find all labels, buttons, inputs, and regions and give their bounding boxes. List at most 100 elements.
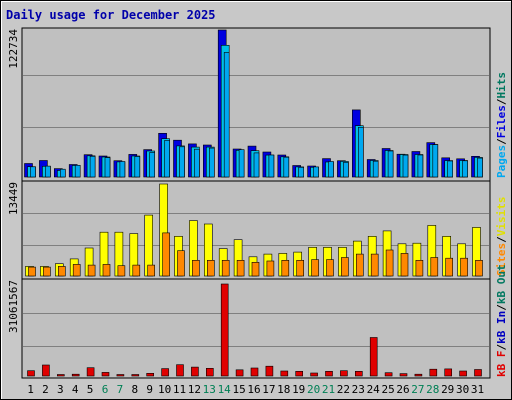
- bar-pages-day-29: [447, 160, 454, 178]
- bar-sites-day-24: [370, 253, 379, 277]
- legend-separator: /: [495, 138, 508, 145]
- bar-sites-day-21: [326, 259, 334, 277]
- bar-sites-day-5: [87, 264, 96, 277]
- panel-middle-legend: Sites/Visits: [495, 197, 508, 277]
- bar-sites-day-26: [400, 253, 409, 277]
- bar-sites-day-22: [341, 257, 349, 277]
- bar-sites-day-9: [147, 264, 155, 277]
- panel-top-bars: [24, 29, 483, 178]
- x-tick-label-day-19: 19: [292, 383, 305, 396]
- bar-pages-day-8: [134, 156, 141, 178]
- bar-sites-day-2: [43, 266, 51, 277]
- bar-sites-day-16: [251, 261, 260, 277]
- bar-pages-day-23: [357, 127, 364, 178]
- x-tick-label-day-4: 4: [72, 383, 79, 396]
- bar-kbf-day-1: [27, 370, 35, 377]
- bar-kbf-day-26: [399, 373, 408, 377]
- bar-sites-day-17: [266, 260, 275, 277]
- bar-kbf-day-28: [429, 368, 438, 377]
- bar-kbf-day-18: [280, 370, 289, 377]
- x-tick-label-day-14: 14: [218, 383, 232, 396]
- panel-middle-ymax-label: 13449: [7, 182, 20, 215]
- bar-kbf-day-20: [310, 372, 318, 377]
- bar-pages-day-30: [462, 160, 468, 178]
- bar-kbf-day-23: [354, 370, 363, 377]
- x-tick-label-day-31: 31: [471, 383, 484, 396]
- x-tick-label-day-2: 2: [42, 383, 49, 396]
- panel-top-ymax-label: 122734: [7, 29, 20, 69]
- legend-kb-f: kB F: [495, 351, 508, 378]
- bar-sites-day-19: [296, 259, 305, 277]
- bar-kbf-day-19: [295, 370, 304, 377]
- x-tick-label-day-16: 16: [247, 383, 260, 396]
- bar-pages-day-20: [313, 166, 319, 178]
- bar-sites-day-1: [28, 266, 36, 277]
- bar-pages-day-6: [104, 157, 111, 178]
- x-tick-label-day-23: 23: [352, 383, 365, 396]
- x-tick-label-day-1: 1: [27, 383, 34, 396]
- panel-middle: 13449 Sites/Visits: [7, 180, 508, 280]
- x-axis-day-labels: 1 2 3 4 5 6 7 8 9 10 11 12 13 14 15 16 17 18 19 20 21 22 23 24 2…: [27, 383, 484, 396]
- panel-bottom-ymax-label: 31061567: [7, 280, 20, 333]
- bar-sites-day-18: [281, 259, 290, 277]
- x-tick-label-day-13: 13: [203, 383, 216, 396]
- panel-top-legend: Pages/Files/Hits: [495, 72, 508, 178]
- x-tick-label-day-21: 21: [322, 383, 335, 396]
- legend-sites: Sites: [495, 243, 508, 276]
- x-tick-label-day-27: 27: [411, 383, 424, 396]
- bar-pages-day-12: [194, 148, 200, 178]
- bar-sites-day-7: [117, 265, 126, 277]
- legend-kb-out: kB Out: [495, 264, 508, 304]
- bar-sites-day-29: [445, 257, 454, 277]
- bar-pages-day-18: [283, 156, 290, 178]
- bar-kbf-day-4: [71, 373, 80, 377]
- x-tick-label-day-5: 5: [87, 383, 94, 396]
- legend-pages: Pages: [495, 145, 508, 178]
- bar-kbf-day-14: [220, 283, 229, 377]
- bar-sites-day-25: [385, 249, 394, 277]
- panel-top: 122734 Pages/Files/Hits: [7, 27, 508, 182]
- x-tick-label-day-29: 29: [441, 383, 454, 396]
- panel-bottom-background: [21, 278, 491, 379]
- x-tick-label-day-30: 30: [456, 383, 469, 396]
- bar-pages-day-26: [402, 154, 409, 178]
- bar-kbf-day-2: [42, 364, 50, 377]
- x-tick-label-day-9: 9: [146, 383, 153, 396]
- x-tick-label-day-8: 8: [131, 383, 138, 396]
- legend-kb-in: kB In: [495, 311, 508, 344]
- bar-pages-day-10: [164, 140, 170, 178]
- bar-kbf-day-15: [235, 369, 244, 377]
- x-tick-label-day-24: 24: [367, 383, 381, 396]
- bar-sites-day-27: [415, 259, 424, 277]
- bar-pages-day-2: [45, 165, 51, 178]
- bar-pages-day-3: [59, 168, 66, 178]
- bar-kbf-day-8: [131, 374, 140, 377]
- bar-pages-day-19: [298, 167, 305, 178]
- bar-pages-day-9: [149, 152, 155, 178]
- bar-sites-day-11: [177, 250, 185, 277]
- bar-pages-day-13: [209, 147, 215, 178]
- x-tick-label-day-25: 25: [381, 383, 394, 396]
- bar-sites-day-20: [311, 259, 319, 277]
- bar-sites-day-30: [460, 257, 468, 277]
- bar-pages-day-28: [432, 144, 439, 178]
- bar-sites-day-15: [236, 259, 245, 277]
- bar-sites-day-28: [430, 257, 439, 277]
- bar-kbf-day-24: [369, 337, 378, 377]
- x-tick-label-day-10: 10: [158, 383, 171, 396]
- panel-bottom-legend: kB F/kB In/kB Out: [495, 264, 508, 377]
- x-tick-label-day-18: 18: [277, 383, 290, 396]
- bar-kbf-day-13: [206, 367, 214, 377]
- legend-separator: /: [495, 344, 508, 351]
- bar-kbf-day-16: [250, 367, 259, 377]
- bar-kbf-day-29: [444, 368, 453, 377]
- bar-pages-day-21: [328, 161, 334, 178]
- bar-pages-day-16: [253, 152, 260, 178]
- bar-pages-day-15: [238, 149, 245, 178]
- bar-pages-day-24: [372, 160, 379, 178]
- x-tick-label-day-6: 6: [102, 383, 109, 396]
- bar-sites-day-14: [221, 259, 230, 277]
- bar-kbf-day-10: [161, 368, 169, 377]
- x-tick-label-day-12: 12: [188, 383, 201, 396]
